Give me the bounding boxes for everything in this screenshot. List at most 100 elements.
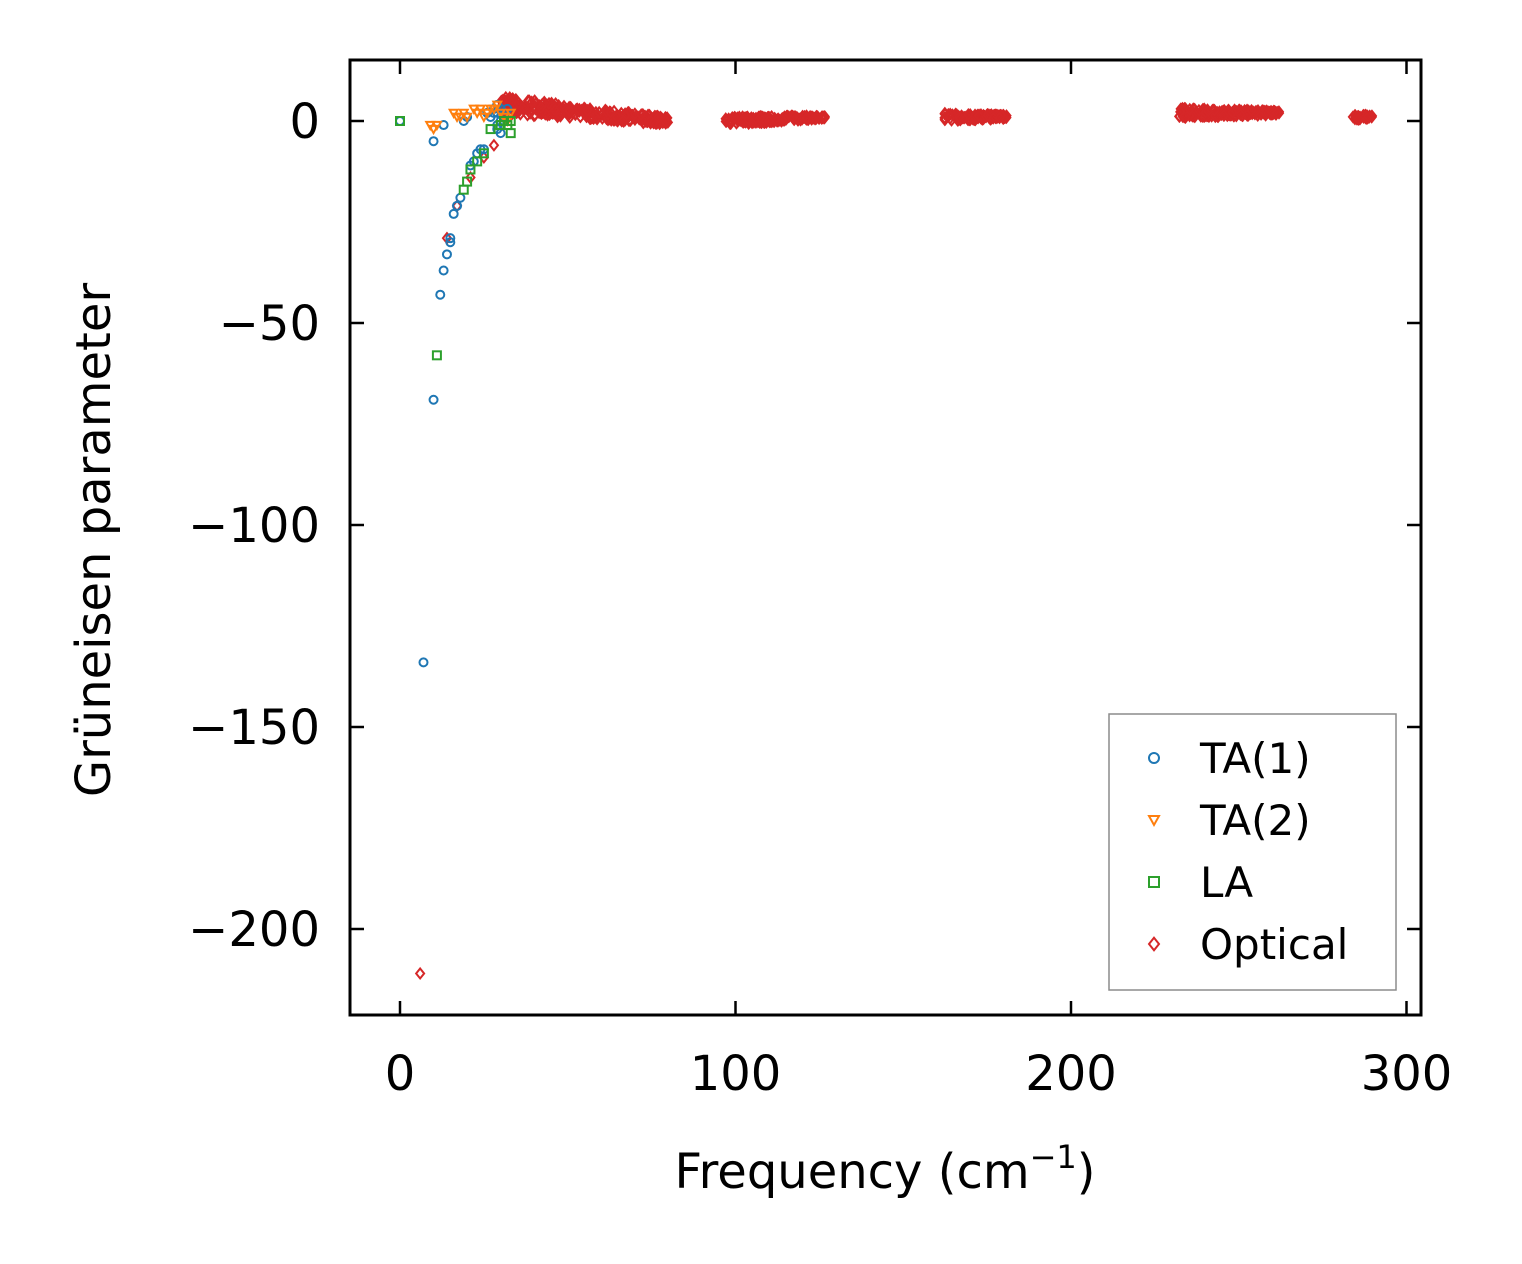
series-la	[395, 116, 516, 361]
data-point	[462, 176, 473, 187]
data-point	[461, 112, 473, 124]
optical-cluster-0-point	[582, 103, 593, 117]
optical-cluster-3-point	[1218, 108, 1229, 123]
optical-cluster-3-point	[1180, 110, 1191, 125]
data-point	[454, 112, 467, 124]
data-point	[395, 116, 405, 126]
optical-cluster-3-point	[1175, 105, 1186, 119]
legend-item: TA(2)	[1147, 796, 1311, 845]
data-point	[472, 156, 483, 167]
data-point	[481, 108, 493, 119]
optical-cluster-3-point	[1271, 106, 1283, 120]
y-tick-label: −200	[188, 902, 320, 958]
data-point	[505, 128, 516, 139]
legend-label: LA	[1200, 858, 1253, 907]
legend-marker	[1148, 752, 1160, 764]
optical-cluster-0-point	[653, 110, 664, 124]
legend-item: TA(1)	[1148, 734, 1311, 783]
optical-cluster-2-point	[982, 108, 994, 122]
optical-cluster-1-point	[750, 111, 762, 125]
optical-cluster-3-point	[1202, 104, 1214, 118]
optical-cluster-0-point	[619, 108, 631, 123]
optical-cluster-1-point	[723, 112, 734, 126]
optical-cluster-1-point	[737, 110, 748, 124]
optical-cluster-0-point	[635, 108, 647, 122]
data-point	[431, 350, 442, 361]
optical-cluster-3-point	[1250, 104, 1262, 118]
x-tick-label: 300	[1361, 1046, 1453, 1102]
optical-cluster-1-point	[777, 113, 788, 127]
axis-ticks: 0 100 200 300 0 −50 −100 −150 −200	[188, 60, 1452, 1102]
data-point	[395, 116, 405, 126]
data-point	[428, 136, 439, 147]
data-point	[455, 192, 466, 203]
optical-cluster-0-point	[655, 110, 666, 124]
data-point	[491, 100, 503, 111]
data-point	[485, 124, 496, 135]
y-tick-label: −100	[188, 498, 320, 554]
optical-cluster-3-point	[1246, 103, 1257, 118]
optical-cluster-1-point	[788, 110, 799, 124]
legend-box	[1108, 713, 1397, 991]
data-point	[431, 120, 443, 132]
data-point	[505, 108, 517, 119]
x-tick-label: 200	[1025, 1046, 1117, 1102]
optical-cluster-1-point	[790, 110, 802, 125]
optical-cluster-1-point	[810, 111, 822, 126]
data-point	[488, 138, 500, 152]
optical-cluster-0-point	[564, 104, 575, 118]
data-point	[438, 265, 449, 276]
optical-cluster-0-point	[511, 99, 522, 113]
optical-cluster-2-point	[947, 108, 958, 122]
legend-item: Optical	[1147, 920, 1348, 969]
plot-frame	[348, 58, 1423, 1017]
data-point	[441, 249, 452, 260]
data-point	[414, 966, 426, 981]
optical-cluster-0-point	[567, 106, 578, 121]
optical-cluster-4-point	[1361, 111, 1373, 126]
optical-cluster-3-point	[1233, 103, 1245, 117]
optical-cluster-1-point	[743, 112, 754, 126]
optical-cluster-3-point	[1235, 107, 1246, 122]
legend-marker	[1147, 815, 1161, 828]
data-point	[505, 116, 516, 126]
data-points	[395, 90, 1378, 981]
y-tick-label: −150	[188, 700, 320, 756]
data-point	[445, 237, 456, 248]
optical-cluster-2-point	[943, 107, 954, 122]
optical-cluster-3-point	[1236, 104, 1247, 118]
y-tick-label: −50	[219, 296, 320, 352]
optical-cluster-1-point	[754, 111, 766, 125]
optical-cluster-0-point	[511, 103, 523, 117]
optical-cluster-3-point	[1200, 105, 1211, 120]
optical-cluster-0-point	[535, 100, 547, 115]
optical-cluster-2-point	[994, 111, 1005, 125]
optical-cluster-0-point	[648, 116, 659, 130]
optical-cluster-0-point	[637, 107, 649, 122]
optical-cluster-0-point	[629, 107, 641, 121]
data-point	[445, 233, 456, 244]
optical-cluster-0-point	[611, 110, 623, 124]
legend-label: TA(1)	[1199, 734, 1311, 783]
optical-cluster-0-point	[546, 97, 558, 112]
data-point	[448, 208, 459, 219]
legend-marker	[1148, 876, 1160, 888]
optical-cluster-0-point	[618, 113, 629, 128]
optical-cluster-1-point	[763, 114, 775, 128]
optical-cluster-1-point	[798, 110, 810, 124]
optical-cluster-0-point	[540, 107, 551, 121]
series-ta-1-	[395, 99, 513, 668]
x-axis-title: Frequency (cm−1)	[674, 1138, 1095, 1200]
legend: TA(1) TA(2) LA Optical	[1108, 713, 1397, 991]
optical-cluster-3-point	[1226, 105, 1238, 120]
y-tick-label: 0	[289, 94, 320, 150]
legend-label: Optical	[1200, 920, 1348, 969]
optical-cluster-0-point	[530, 96, 541, 111]
x-tick-label: 100	[690, 1046, 782, 1102]
optical-cluster-1-point	[779, 112, 791, 126]
optical-cluster-0-point	[513, 96, 524, 110]
y-axis-title: Grüneisen parameter	[66, 283, 122, 798]
x-tick-label: 0	[385, 1046, 416, 1102]
optical-cluster-3-point	[1209, 103, 1220, 117]
